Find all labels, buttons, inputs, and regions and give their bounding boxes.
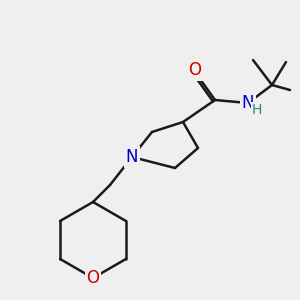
Text: N: N	[242, 94, 254, 112]
Text: O: O	[86, 269, 100, 287]
Text: N: N	[126, 148, 138, 166]
Text: O: O	[188, 61, 202, 79]
Text: H: H	[252, 103, 262, 117]
